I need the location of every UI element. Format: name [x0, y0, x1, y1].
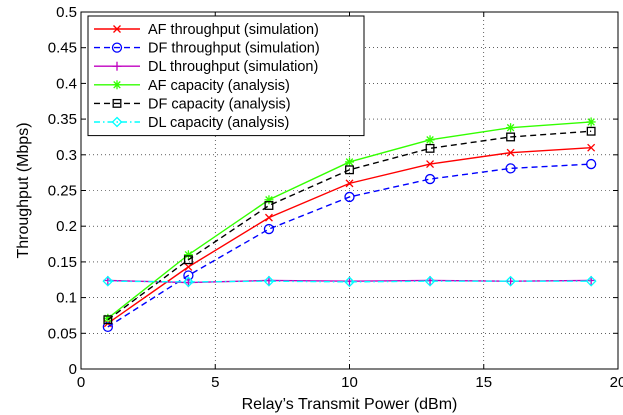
y-tick-label: 0.1	[56, 290, 77, 307]
data-point	[345, 157, 354, 167]
marker-stroke	[587, 118, 595, 126]
marker-stroke	[345, 158, 354, 166]
data-point	[506, 148, 515, 157]
legend-marker	[112, 98, 122, 108]
legend-label: DF capacity (analysis)	[148, 96, 291, 112]
data-point	[183, 255, 193, 265]
y-tick-label: 0.45	[48, 40, 77, 57]
y-tick-label: 0	[69, 361, 77, 378]
data-point	[426, 160, 435, 169]
legend-item: DF capacity (analysis)	[94, 96, 291, 112]
data-point	[425, 135, 435, 145]
x-tick-label: 15	[475, 374, 492, 391]
data-point	[587, 143, 596, 152]
data-point	[424, 275, 436, 287]
marker-stroke	[587, 143, 596, 152]
marker-stroke	[426, 160, 435, 169]
y-tick-label: 0.35	[48, 111, 77, 128]
marker-stroke	[506, 123, 515, 132]
marker-stroke	[506, 148, 515, 157]
x-axis-label: Relay’s Transmit Power (dBm)	[242, 396, 458, 413]
legend-label: DF throughput (simulation)	[148, 41, 320, 57]
data-point	[345, 165, 354, 175]
legend-item: DF throughput (simulation)	[94, 41, 320, 57]
x-tick-label: 10	[341, 374, 358, 391]
y-tick-label: 0.15	[48, 254, 77, 271]
data-point	[585, 275, 597, 287]
legend-marker	[111, 42, 123, 53]
legend-item: DL capacity (analysis)	[94, 115, 289, 131]
legend-label: DL throughput (simulation)	[148, 59, 318, 75]
axes: 0 5 10 15 20 0 0.05 0.1 0.15 0.2 0.25 0.3 0.35 0.4 0.4…	[48, 4, 623, 391]
y-tick-label: 0.05	[48, 325, 77, 342]
data-point	[264, 213, 273, 222]
x-tick-label: 20	[610, 374, 623, 391]
legend-marker	[113, 25, 121, 33]
data-point	[586, 158, 597, 170]
data-point	[505, 163, 516, 174]
data-point	[263, 223, 275, 235]
legend-label: AF throughput (simulation)	[148, 22, 319, 38]
legend-marker	[111, 116, 123, 128]
y-tick-label: 0.25	[48, 183, 77, 200]
legend-item: DL throughput (simulation)	[94, 59, 318, 75]
marker-stroke	[264, 213, 273, 222]
series-2	[102, 158, 597, 333]
y-tick-label: 0.3	[56, 147, 77, 164]
x-tick-label: 5	[211, 374, 219, 391]
data-point	[102, 275, 114, 287]
series-6	[102, 275, 597, 288]
data-point	[264, 201, 274, 210]
data-point	[263, 275, 275, 287]
data-point	[183, 250, 193, 260]
data-point	[345, 179, 354, 188]
data-point	[344, 276, 355, 288]
legend: AF throughput (simulation) DF throughput …	[87, 15, 365, 137]
legend-marker	[112, 61, 122, 71]
marker-stroke	[113, 25, 121, 33]
marker-stroke	[113, 81, 121, 89]
series-4	[103, 117, 596, 323]
series-line	[107, 130, 592, 321]
y-tick-label: 0.5	[56, 4, 77, 21]
marker-stroke	[345, 179, 354, 188]
y-tick-label: 0.2	[56, 218, 77, 235]
data-point	[103, 315, 113, 325]
marker-stroke	[426, 136, 434, 144]
x-tick-label: 0	[77, 374, 85, 391]
data-point	[425, 143, 435, 153]
data-point	[182, 276, 194, 288]
data-point	[424, 173, 436, 185]
y-axis-label: Throughput (Mbps)	[15, 122, 32, 258]
data-series	[102, 117, 597, 333]
data-point	[505, 275, 517, 287]
legend-box	[87, 15, 365, 137]
legend-marker	[112, 80, 122, 90]
y-tick-label: 0.4	[56, 75, 77, 92]
series-5	[103, 126, 596, 325]
series-line	[107, 163, 592, 328]
series-1	[103, 143, 596, 328]
data-point	[506, 123, 516, 133]
marker-stroke	[184, 262, 193, 271]
legend-item: AF capacity (analysis)	[94, 78, 290, 94]
data-point	[506, 132, 516, 142]
marker-stroke	[184, 251, 193, 259]
data-point	[344, 191, 355, 203]
legend-label: AF capacity (analysis)	[148, 78, 290, 94]
data-point	[586, 117, 596, 127]
legend-label: DL capacity (analysis)	[148, 115, 289, 131]
data-point	[586, 126, 596, 136]
legend-item: AF throughput (simulation)	[94, 22, 319, 38]
data-point	[184, 262, 193, 271]
